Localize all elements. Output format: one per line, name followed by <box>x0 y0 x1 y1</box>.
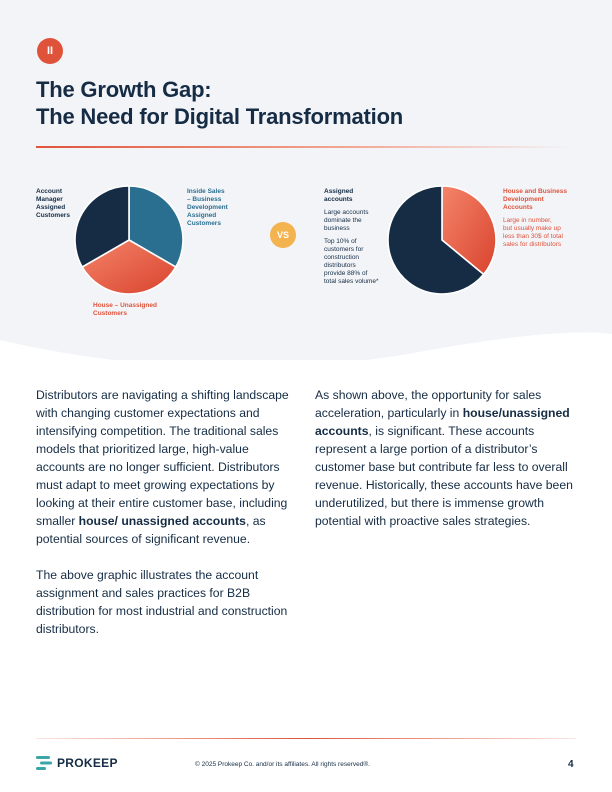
vs-badge: VS <box>270 222 296 248</box>
text-run: Distributors are navigating a shifting l… <box>36 388 289 528</box>
label-assigned-accounts: Assigned accounts Large accounts dominat… <box>324 188 386 286</box>
label-line: provide 88% of <box>324 270 368 277</box>
left-paragraph-1: Distributors are navigating a shifting l… <box>36 386 298 548</box>
label-line: sales for distributors <box>503 241 562 248</box>
label-line: Large in number, <box>503 217 552 224</box>
label-line: Inside Sales <box>187 188 225 195</box>
label-line: Customers <box>36 212 70 219</box>
text-run: , as potential sources of significant re… <box>36 514 266 546</box>
label-line: but usually make up <box>503 225 561 232</box>
label-line: Manager <box>36 196 63 203</box>
label-line: Development <box>503 196 544 203</box>
label-line: total sales volume* <box>324 278 379 285</box>
text-run: , is significant. These accounts represe… <box>315 424 573 528</box>
title-line-2: The Need for Digital Transformation <box>36 104 404 129</box>
page-number: 4 <box>568 759 574 770</box>
label-house-business-dev: House and Business Development Accounts … <box>503 188 583 249</box>
label-line: Large accounts <box>324 209 369 216</box>
label-line: Top 10% of <box>324 238 357 245</box>
label-line: Customers <box>187 220 221 227</box>
text-run: As shown above, the opportunity for sale… <box>315 388 542 420</box>
label-line: Assigned <box>36 204 66 211</box>
label-account-manager: Account Manager Assigned Customers <box>36 188 70 220</box>
assigned-desc-2: Top 10% of customers for construction di… <box>324 238 386 286</box>
right-column: As shown above, the opportunity for sale… <box>315 386 577 548</box>
copyright-text: © 2025 Prokeep Co. and/or its affiliates… <box>195 761 370 768</box>
title-divider <box>36 146 570 148</box>
right-paragraph-1: As shown above, the opportunity for sale… <box>315 386 577 530</box>
label-house-unassigned: House – Unassigned Customers <box>93 302 157 318</box>
section-badge: II <box>37 38 63 64</box>
pie-slice <box>81 239 177 295</box>
pie-chart-account-value <box>387 185 497 295</box>
label-line: business <box>324 225 350 232</box>
label-line: Customers <box>93 310 127 317</box>
logo-text: PROKEEP <box>57 756 118 770</box>
pie-slice <box>387 185 485 295</box>
label-line: less than 30$ of total <box>503 233 563 240</box>
pie-chart-current-model <box>74 185 184 295</box>
footer-divider <box>36 738 576 739</box>
prokeep-logo: PROKEEP <box>36 756 118 770</box>
label-line: accounts <box>324 196 353 203</box>
pie-slice <box>74 185 130 269</box>
label-inside-sales: Inside Sales – Business Development Assi… <box>187 188 228 228</box>
label-line: – Business <box>187 196 222 203</box>
header-background <box>0 0 612 360</box>
label-line: dominate the <box>324 217 362 224</box>
title-line-1: The Growth Gap: <box>36 77 212 102</box>
left-column: Distributors are navigating a shifting l… <box>36 386 298 656</box>
prokeep-logo-icon <box>36 756 52 770</box>
label-line: House – Unassigned <box>93 302 157 309</box>
label-line: Account <box>36 188 62 195</box>
label-line: Accounts <box>503 204 533 211</box>
wave-divider <box>0 332 612 380</box>
left-paragraph-2: The above graphic illustrates the accoun… <box>36 568 288 636</box>
label-line: Assigned <box>187 212 217 219</box>
pie-slice <box>128 185 184 269</box>
pie-slice <box>441 185 497 276</box>
house-desc: Large in number, but usually make up les… <box>503 217 583 249</box>
page-title: The Growth Gap: The Need for Digital Tra… <box>36 76 403 130</box>
label-line: distributors <box>324 262 356 269</box>
label-line: Assigned <box>324 188 354 195</box>
assigned-desc-1: Large accounts dominate the business <box>324 209 386 233</box>
label-line: customers for <box>324 246 364 253</box>
label-line: Development <box>187 204 228 211</box>
text-emphasis: house/unassigned accounts <box>315 406 570 438</box>
label-line: construction <box>324 254 360 261</box>
text-emphasis: house/ unassigned accounts <box>78 514 246 528</box>
label-line: House and Business <box>503 188 567 195</box>
